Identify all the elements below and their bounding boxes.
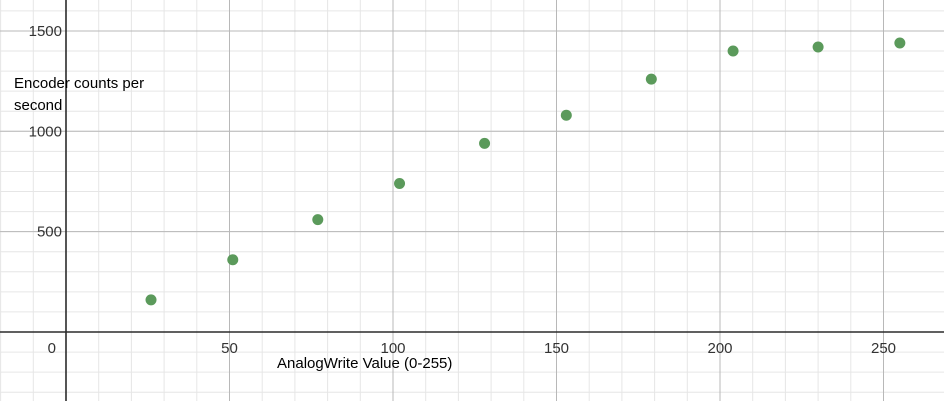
x-tick-label: 0 (48, 340, 56, 357)
data-point (312, 214, 324, 226)
data-point (894, 37, 906, 49)
x-tick-label: 250 (871, 340, 896, 357)
x-axis-title: AnalogWrite Value (0-255) (277, 355, 452, 372)
y-tick-label: 1500 (29, 23, 62, 40)
x-tick-label: 150 (544, 340, 569, 357)
tick-labels: 0 50 100 150 200 250 500 1000 1500 (29, 23, 896, 357)
y-axis-title-line-1: Encoder counts per (14, 75, 144, 92)
data-points (145, 37, 906, 306)
data-point (227, 254, 239, 266)
y-tick-label: 500 (37, 224, 62, 241)
data-point (145, 294, 157, 306)
data-point (727, 45, 739, 57)
data-point (394, 177, 406, 189)
data-point (560, 109, 572, 121)
x-tick-label: 50 (221, 340, 238, 357)
y-tick-label: 1000 (29, 123, 62, 140)
data-point (812, 41, 824, 53)
data-point (479, 137, 491, 149)
x-tick-label: 200 (707, 340, 732, 357)
axis-titles: Encoder counts per second AnalogWrite Va… (14, 75, 452, 372)
data-point (645, 73, 657, 85)
y-axis-title-line-2: second (14, 97, 62, 114)
x-tick-label: 100 (380, 340, 405, 357)
